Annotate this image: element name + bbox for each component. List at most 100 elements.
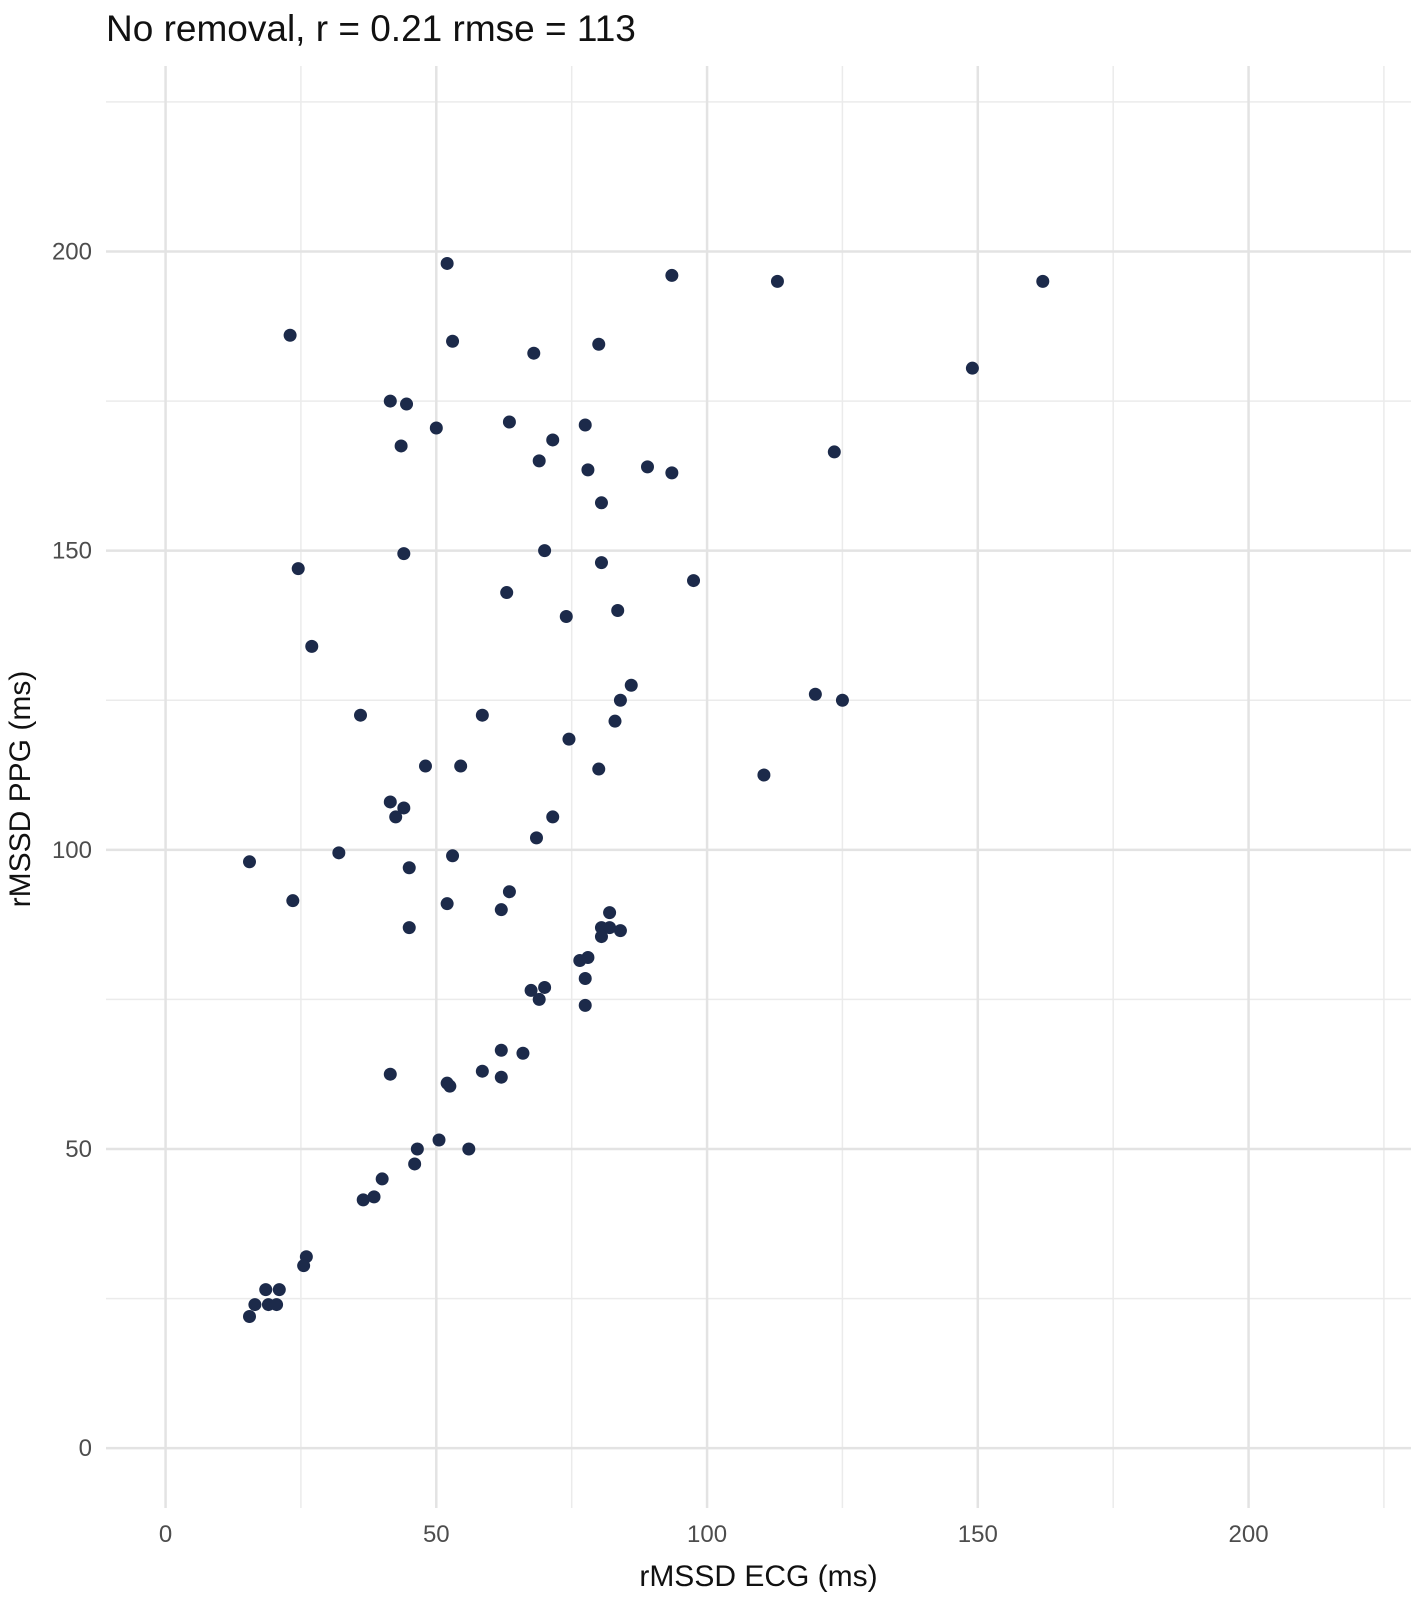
y-tick-label: 200 [52,238,92,265]
x-tick-label: 50 [423,1521,450,1548]
y-tick-label: 50 [65,1136,92,1163]
data-point [502,415,516,429]
data-point [429,421,443,435]
data-point [640,460,654,474]
data-point [573,954,587,968]
data-point [527,346,541,360]
data-point [827,445,841,459]
data-point [443,1079,457,1093]
chart-title: No removal, r = 0.21 rmse = 113 [106,8,636,49]
data-point [354,708,368,722]
data-point [332,846,346,860]
data-point [270,1298,284,1312]
data-point [394,439,408,453]
data-point [608,714,622,728]
x-axis-ticks: 0 50 100 150 200 [159,1521,1269,1548]
data-point [592,762,606,776]
data-point [402,921,416,935]
data-point [613,924,627,938]
data-point [283,328,297,342]
data-point [494,1043,508,1057]
data-point [603,921,617,935]
data-point [408,1157,422,1171]
y-axis-label: rMSSD PPG (ms) [4,670,37,908]
data-point [665,466,679,480]
data-point [687,574,701,588]
data-point [475,708,489,722]
y-tick-label: 0 [79,1435,92,1462]
y-axis-ticks: 0 50 100 150 200 [52,238,92,1462]
data-point [462,1142,476,1156]
data-point [242,855,256,869]
x-tick-label: 100 [687,1521,727,1548]
data-point [835,693,849,707]
data-point [594,930,608,944]
data-point [578,971,592,985]
data-point [432,1133,446,1147]
data-point [581,463,595,477]
data-point [532,454,546,468]
data-point [418,759,432,773]
data-point [529,831,543,845]
data-point [375,1172,389,1186]
data-point [383,394,397,408]
data-point [272,1283,286,1297]
data-point [516,1046,530,1060]
data-point [259,1283,273,1297]
data-point [665,268,679,282]
data-point [446,849,460,863]
data-point [400,397,414,411]
data-point [578,418,592,432]
data-point [389,810,403,824]
x-tick-label: 150 [958,1521,998,1548]
data-point [624,678,638,692]
major-gridlines [106,66,1411,1508]
data-point [475,1064,489,1078]
data-point [1036,274,1050,288]
data-point [494,903,508,917]
data-point [613,693,627,707]
data-point [297,1259,311,1273]
y-tick-label: 150 [52,538,92,565]
data-point [502,885,516,899]
x-axis-label: rMSSD ECG (ms) [639,1560,878,1593]
data-point [546,433,560,447]
data-point [367,1190,381,1204]
data-point [559,609,573,623]
data-point [397,801,411,815]
data-point [524,983,538,997]
data-point [611,603,625,617]
x-tick-label: 0 [159,1521,172,1548]
minor-gridlines [106,66,1411,1508]
y-tick-label: 100 [52,837,92,864]
data-point [410,1142,424,1156]
data-point [454,759,468,773]
data-point [592,337,606,351]
data-point [532,992,546,1006]
data-point [248,1298,262,1312]
data-points [242,256,1050,1324]
data-point [446,334,460,348]
data-point [578,998,592,1012]
data-point [562,732,576,746]
data-point [965,361,979,375]
data-point [808,687,822,701]
data-point [757,768,771,782]
data-point [286,894,300,908]
data-point [603,906,617,920]
data-point [770,274,784,288]
data-point [538,544,552,558]
data-point [440,256,454,270]
data-point [242,1310,256,1324]
data-point [538,980,552,994]
data-point [356,1193,370,1207]
data-point [500,586,514,600]
data-point [383,795,397,809]
x-tick-label: 200 [1229,1521,1269,1548]
data-point [494,1070,508,1084]
data-point [402,861,416,875]
data-point [397,547,411,561]
data-point [594,496,608,510]
data-point [291,562,305,576]
